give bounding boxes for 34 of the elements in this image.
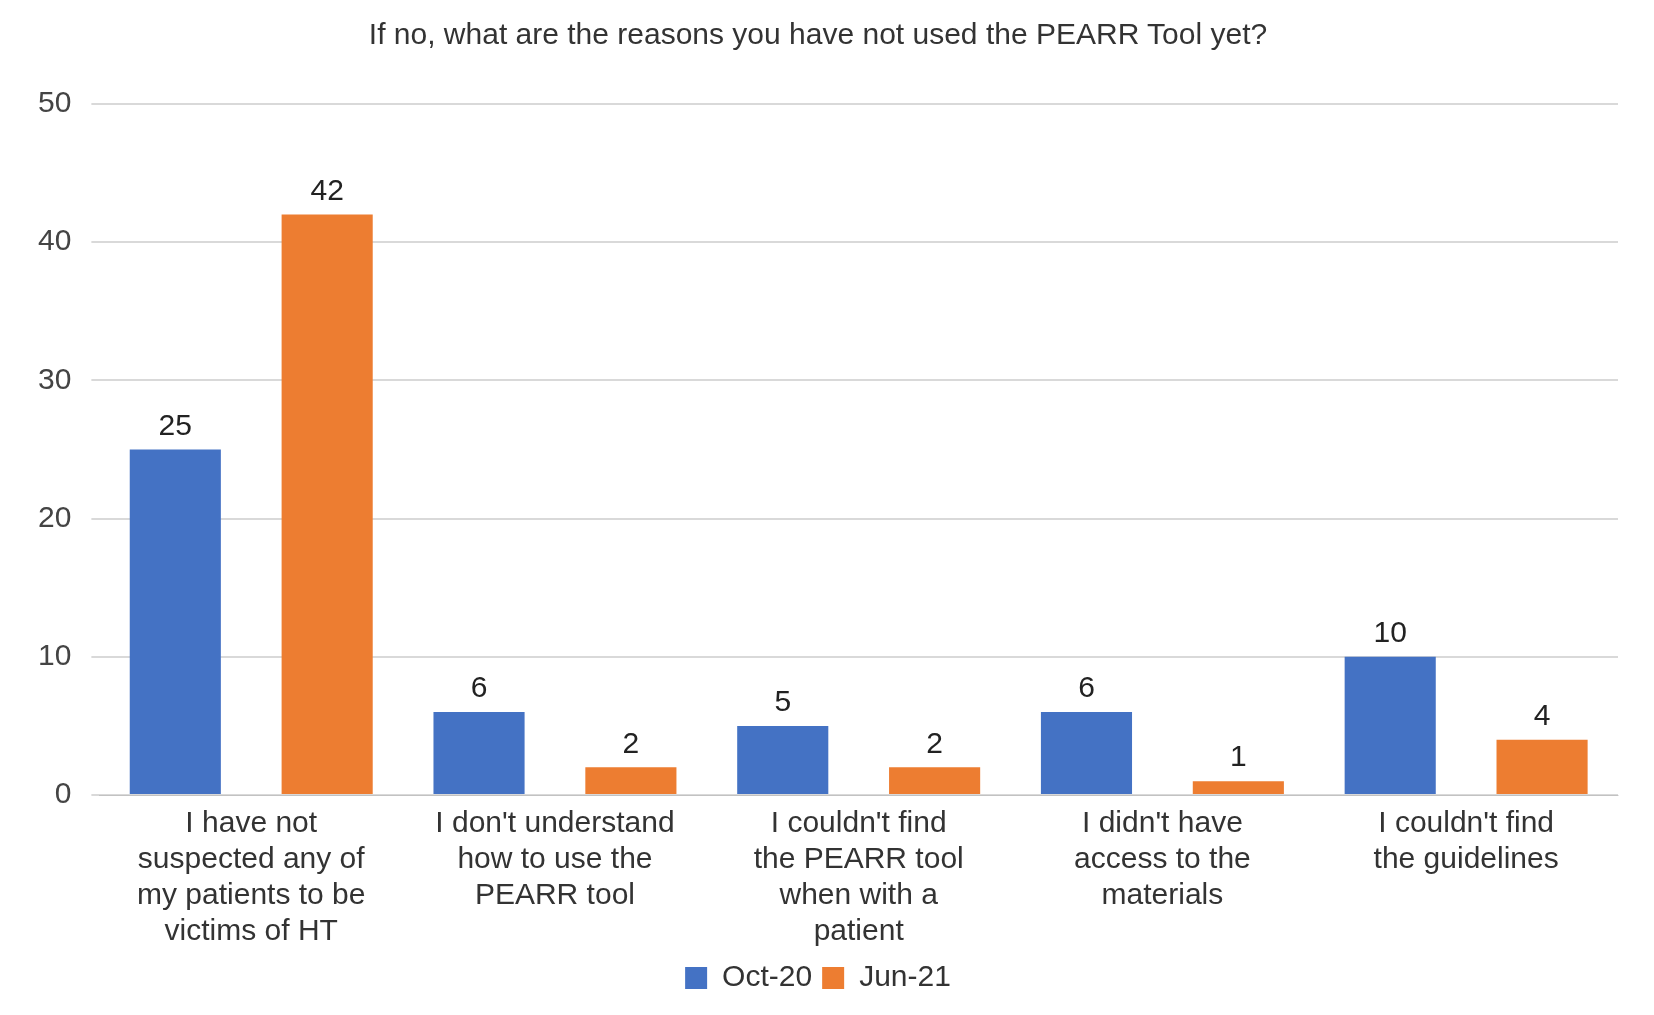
legend-label: Jun-21 [859, 959, 951, 993]
data-label: 2 [622, 725, 640, 759]
data-label: 10 [1373, 615, 1407, 649]
bar [585, 767, 677, 794]
y-tick-label: 30 [37, 361, 72, 395]
y-tick-label: 40 [37, 223, 72, 257]
bar [1496, 739, 1588, 794]
data-label: 42 [310, 172, 344, 206]
data-label: 1 [1230, 739, 1247, 773]
data-label: 2 [926, 725, 943, 759]
chart-title: If no, what are the reasons you have not used the PEARR Tool yet? [368, 17, 1268, 51]
legend-label: Oct-20 [722, 959, 813, 993]
bar [129, 449, 221, 794]
bar [737, 725, 829, 794]
bar [1040, 712, 1133, 794]
data-label: 25 [158, 407, 192, 441]
y-tick-label: 20 [37, 499, 72, 533]
data-label: 5 [774, 684, 792, 718]
y-tick-label: 50 [37, 85, 72, 119]
x-tick-label: I have not suspected any of my patients to be victims of HT [137, 805, 366, 947]
y-tick-label: 10 [37, 638, 72, 672]
x-tick-label: I couldn't find the guidelines [1373, 805, 1559, 875]
x-tick-label: I don't understand how to use the PEARR tool [435, 805, 675, 911]
x-tick-label: I didn't have access to the materials [1074, 805, 1251, 911]
data-label: 6 [470, 670, 488, 704]
x-tick-label: I couldn't find the PEARR tool when with a patient [753, 805, 964, 947]
data-label: 6 [1078, 670, 1095, 704]
bar [1344, 656, 1436, 794]
bar [433, 712, 525, 794]
bar [1192, 781, 1284, 794]
bar [281, 214, 373, 794]
bar [889, 767, 981, 794]
data-label: 4 [1533, 697, 1551, 731]
y-tick-label: 0 [54, 776, 72, 810]
